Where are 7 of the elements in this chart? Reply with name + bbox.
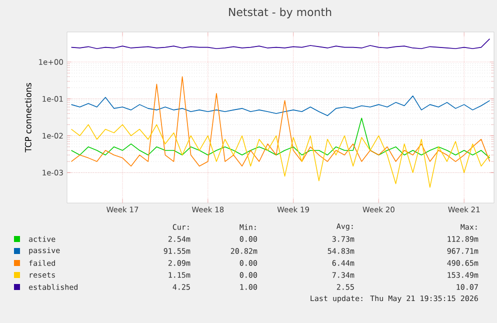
- line-series: [70, 124, 490, 188]
- line-series: [70, 76, 490, 167]
- line-series: [70, 38, 490, 50]
- line-series: [70, 96, 490, 116]
- y-axis-title: TCP connections: [24, 83, 32, 152]
- line-series: [70, 118, 490, 158]
- chart-title: Netstat - by month: [229, 8, 332, 18]
